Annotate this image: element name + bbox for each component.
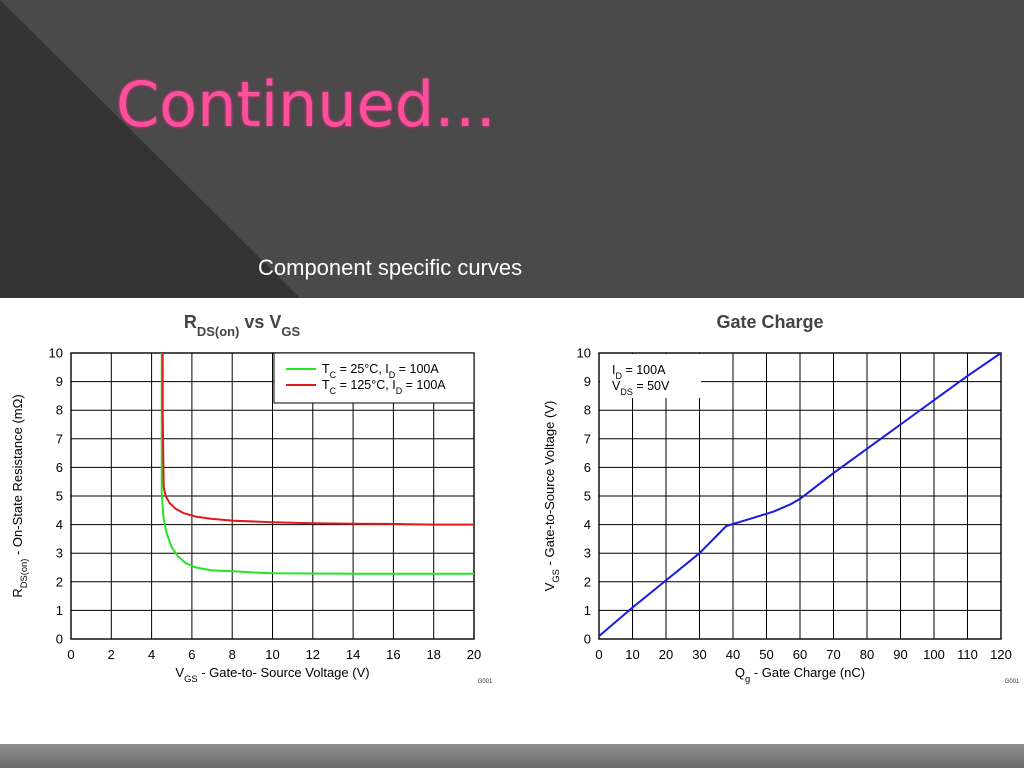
bottom-bar [0, 744, 1024, 768]
x-tick-label: 10 [625, 647, 639, 662]
y-tick-label: 4 [584, 517, 591, 532]
annotation-vds: VDS = 50V [612, 379, 670, 397]
x-tick-label: 70 [826, 647, 840, 662]
annotation-id: ID = 100A [612, 363, 666, 381]
slide-subtitle: Component specific curves [258, 255, 523, 280]
x-tick-label: 12 [306, 647, 320, 662]
y-tick-label: 3 [56, 546, 63, 561]
y-tick-label: 9 [56, 374, 63, 389]
x-tick-label: 120 [990, 647, 1012, 662]
x-tick-label: 6 [188, 647, 195, 662]
x-tick-label: 16 [386, 647, 400, 662]
x-axis-label: VGS - Gate-to- Source Voltage (V) [175, 665, 369, 684]
figure-id: G001 [1005, 679, 1020, 685]
y-tick-label: 8 [584, 403, 591, 418]
x-tick-label: 80 [860, 647, 874, 662]
series-line-1 [160, 353, 474, 575]
y-tick-label: 1 [56, 603, 63, 618]
x-tick-label: 10 [265, 647, 279, 662]
x-tick-label: 2 [108, 647, 115, 662]
y-tick-label: 5 [584, 489, 591, 504]
y-tick-label: 5 [56, 489, 63, 504]
x-tick-label: 30 [692, 647, 706, 662]
x-axis-label: Qg - Gate Charge (nC) [735, 665, 865, 684]
x-tick-label: 90 [893, 647, 907, 662]
legend-box [273, 352, 475, 404]
slide-title: Continued… [116, 68, 497, 141]
figure-panel: 0 2 4 6 8 10 12 14 16 18 20 0 1 2 3 4 5 6 7 8 9 10 RDS(on) vs … [0, 298, 1024, 744]
x-tick-label: 110 [957, 647, 978, 662]
y-tick-label: 6 [56, 460, 63, 475]
y-tick-label: 9 [584, 374, 591, 389]
x-tick-label: 60 [793, 647, 807, 662]
figure-id: G001 [478, 679, 493, 685]
y-tick-label: 4 [56, 517, 63, 532]
x-tick-label: 4 [148, 647, 155, 662]
y-tick-label: 10 [49, 346, 63, 361]
y-tick-label: 3 [584, 546, 591, 561]
y-tick-label: 2 [56, 574, 63, 589]
y-tick-label: 1 [584, 603, 591, 618]
y-tick-label: 2 [584, 574, 591, 589]
gate-charge-chart: 0 10 20 30 40 50 60 70 80 90 100 110 120 0 1 2 3 4 5 6 7 8 9 10… [542, 312, 1020, 685]
plot-frame [598, 352, 1002, 640]
x-tick-label: 8 [229, 647, 236, 662]
x-tick-label: 14 [346, 647, 360, 662]
x-tick-label: 20 [659, 647, 673, 662]
y-tick-label: 6 [584, 460, 591, 475]
legend-label-125c: TC = 125°C, ID = 100A [322, 378, 446, 396]
series-line-2 [161, 353, 474, 526]
annotation-background [600, 354, 701, 398]
chart-title: Gate Charge [716, 312, 823, 332]
x-tick-label: 50 [759, 647, 773, 662]
x-tick-label: 100 [923, 647, 945, 662]
y-tick-label: 7 [56, 431, 63, 446]
y-tick-label: 0 [584, 632, 591, 647]
y-axis-label: VGS - Gate-to-Source Voltage (V) [542, 401, 561, 592]
y-tick-label: 10 [577, 346, 591, 361]
chart-title: RDS(on) vs VGS [184, 312, 301, 339]
x-tick-label: 20 [467, 647, 481, 662]
x-tick-label: 40 [726, 647, 740, 662]
y-axis-label: RDS(on) - On-State Resistance (mΩ) [10, 394, 29, 597]
plot-frame [70, 352, 475, 640]
y-tick-label: 8 [56, 403, 63, 418]
legend-label-25c: TC = 25°C, ID = 100A [322, 362, 439, 380]
y-tick-label: 7 [584, 431, 591, 446]
y-tick-label: 0 [56, 632, 63, 647]
x-tick-label: 0 [595, 647, 602, 662]
x-tick-label: 0 [67, 647, 74, 662]
series-line-1 [598, 352, 1002, 637]
x-tick-label: 18 [426, 647, 440, 662]
